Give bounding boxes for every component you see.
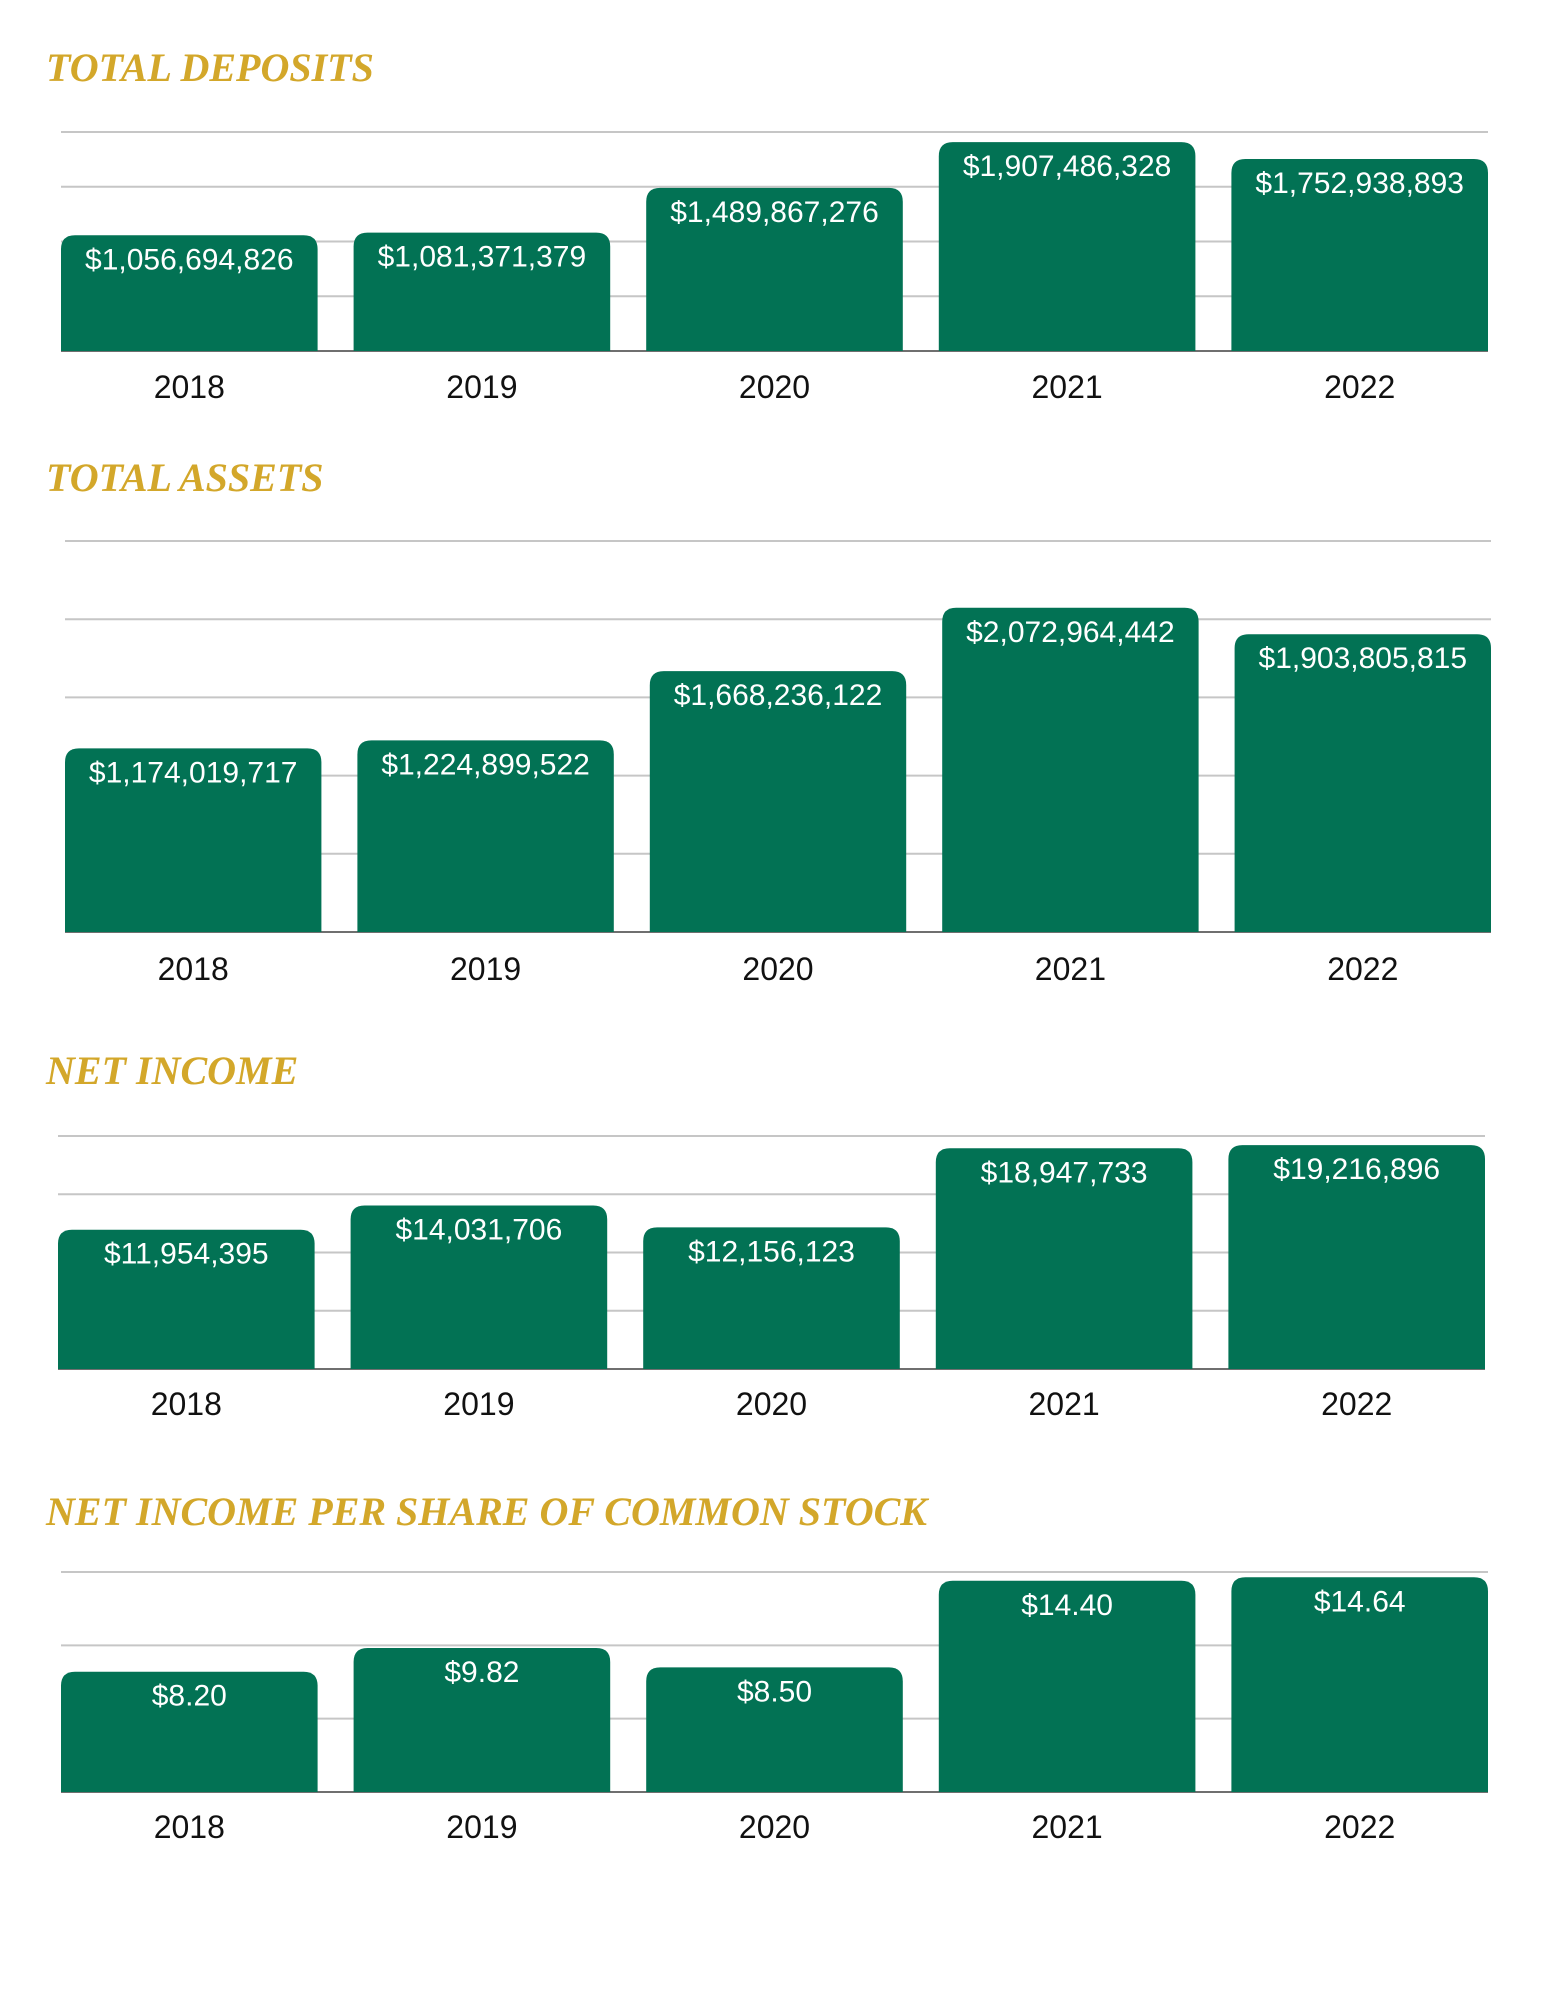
x-tick-label: 2020	[742, 951, 813, 987]
x-tick-label: 2019	[446, 369, 517, 405]
chart-net-income-per-share: $8.20 2018 $9.82 2019 $8.50 2020 $14.40 2021 $14…	[61, 1571, 1488, 1845]
bar-2021	[938, 142, 1196, 351]
bar-2021	[935, 1148, 1193, 1369]
x-tick-label: 2020	[736, 1386, 807, 1422]
x-tick-label: 2018	[154, 369, 225, 405]
data-label: $8.50	[737, 1675, 812, 1708]
x-tick-label: 2022	[1327, 951, 1398, 987]
x-tick-label: 2022	[1324, 369, 1395, 405]
bar-2020	[646, 187, 903, 351]
bar-2019	[353, 1647, 611, 1792]
data-label: $9.82	[444, 1656, 519, 1689]
bar-2020	[649, 671, 907, 932]
bar-2019	[357, 740, 614, 932]
data-label: $1,903,805,815	[1259, 642, 1468, 675]
data-label: $1,752,938,893	[1255, 167, 1464, 200]
bar-2019	[353, 232, 611, 351]
chart-title-net-income: NET INCOME	[46, 1048, 299, 1093]
bar-2020	[646, 1667, 903, 1792]
data-label: $1,668,236,122	[674, 679, 883, 712]
bar-2021	[938, 1580, 1196, 1792]
data-label: $19,216,896	[1273, 1153, 1440, 1186]
bar-2019	[350, 1205, 608, 1369]
bar-2018	[61, 1671, 318, 1792]
data-label: $14,031,706	[395, 1214, 562, 1247]
bar-2022	[1231, 1577, 1488, 1792]
bar-2018	[61, 235, 318, 351]
bar-2021	[942, 607, 1199, 932]
x-tick-label: 2021	[1032, 369, 1103, 405]
x-tick-label: 2020	[739, 369, 810, 405]
data-label: $1,907,486,328	[963, 150, 1172, 183]
bar-2018	[58, 1229, 315, 1369]
bar-2020	[643, 1227, 900, 1369]
x-tick-label: 2019	[443, 1386, 514, 1422]
x-tick-label: 2018	[158, 951, 229, 987]
data-label: $8.20	[152, 1680, 227, 1713]
chart-total-deposits: $1,056,694,826 2018 $1,081,371,379 2019 $1,4…	[61, 131, 1488, 405]
x-tick-label: 2018	[151, 1386, 222, 1422]
data-label: $18,947,733	[981, 1156, 1148, 1189]
data-label: $2,072,964,442	[966, 616, 1175, 649]
data-label: $1,174,019,717	[89, 756, 298, 789]
x-tick-label: 2021	[1029, 1386, 1100, 1422]
bar-2022	[1228, 1145, 1485, 1369]
data-label: $14.64	[1314, 1585, 1406, 1618]
bar-2018	[65, 748, 322, 932]
x-tick-label: 2021	[1032, 1809, 1103, 1845]
data-label: $14.40	[1021, 1589, 1113, 1622]
data-label: $1,081,371,379	[378, 241, 587, 274]
x-tick-label: 2018	[154, 1809, 225, 1845]
x-tick-label: 2021	[1035, 951, 1106, 987]
x-tick-label: 2019	[446, 1809, 517, 1845]
data-label: $1,489,867,276	[670, 196, 879, 229]
bar-2022	[1234, 634, 1491, 932]
x-tick-label: 2022	[1321, 1386, 1392, 1422]
chart-title-total-deposits: TOTAL DEPOSITS	[46, 45, 374, 90]
x-tick-label: 2022	[1324, 1809, 1395, 1845]
data-label: $1,224,899,522	[381, 748, 590, 781]
x-tick-label: 2019	[450, 951, 521, 987]
data-label: $12,156,123	[688, 1235, 855, 1268]
x-tick-label: 2020	[739, 1809, 810, 1845]
chart-total-assets: $1,174,019,717 2018 $1,224,899,522 2019 $1,6…	[65, 540, 1491, 987]
chart-title-total-assets: TOTAL ASSETS	[46, 455, 324, 500]
chart-title-net-income-per-share: NET INCOME PER SHARE OF COMMON STOCK	[46, 1489, 927, 1534]
chart-net-income: $11,954,395 2018 $14,031,706 2019 $12,156,12…	[58, 1135, 1485, 1422]
bar-2022	[1231, 159, 1488, 351]
data-label: $1,056,694,826	[85, 243, 294, 276]
data-label: $11,954,395	[104, 1238, 269, 1271]
